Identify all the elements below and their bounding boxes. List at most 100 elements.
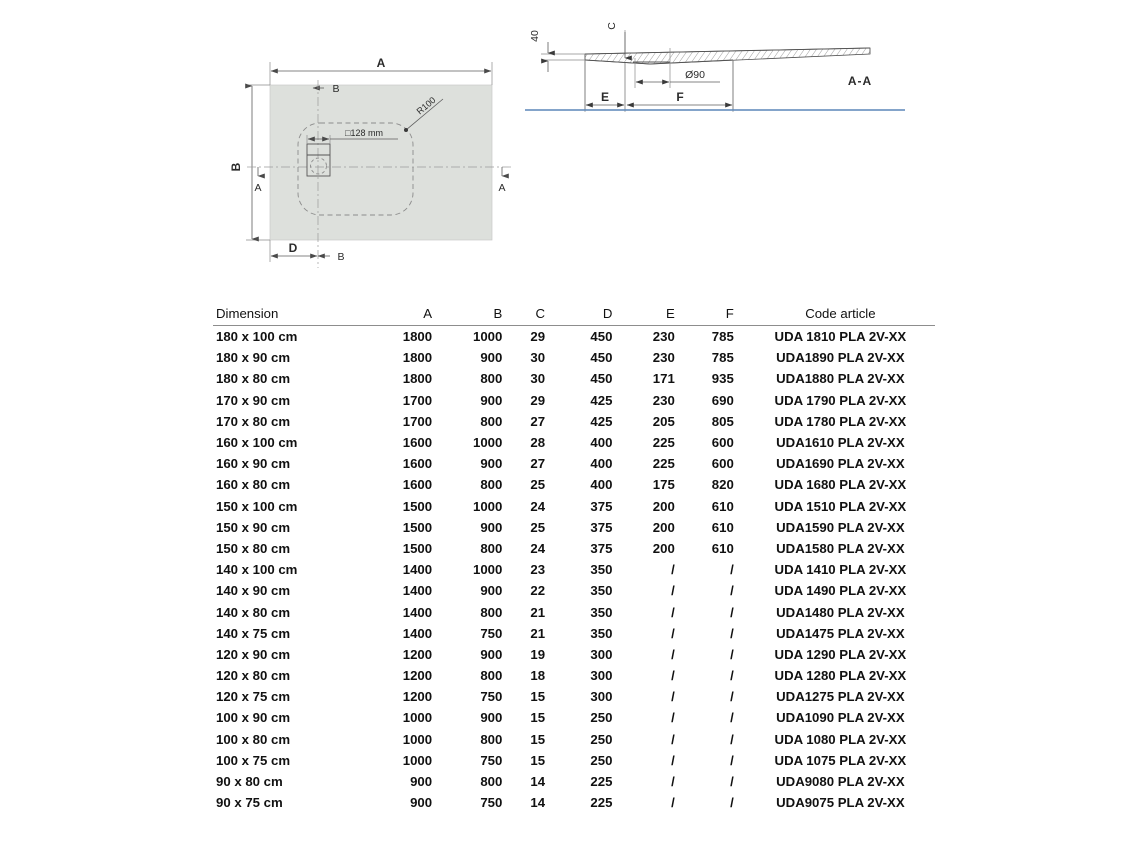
table-row: 140 x 100 cm 1400 1000 23 350 / / UDA 1410 PLA …	[213, 559, 935, 580]
cell-f: /	[730, 689, 734, 705]
table-row: 150 x 90 cm 1500 900 25 375 200 610 UDA1590 PLA…	[213, 517, 935, 538]
cell-dimension: 120 x 90 cm	[216, 646, 291, 662]
cell-c: 15	[530, 752, 546, 768]
cell-a: 1700	[402, 392, 433, 408]
cell-f: /	[730, 625, 734, 641]
label-B-offset-bottom: B	[337, 251, 344, 263]
cell-dimension: 170 x 90 cm	[216, 392, 291, 408]
cell-dimension: 150 x 80 cm	[216, 540, 291, 556]
cell-e: 200	[652, 540, 675, 556]
cell-f: 785	[711, 329, 734, 345]
cell-dimension: 90 x 80 cm	[216, 774, 283, 790]
cell-dimension: 160 x 100 cm	[216, 435, 298, 451]
technical-drawings: A B B A A R100 □128 mm	[0, 0, 1145, 300]
cell-f: /	[730, 604, 734, 620]
cell-dimension: 120 x 80 cm	[216, 668, 291, 684]
cell-a: 1400	[402, 604, 433, 620]
cell-e: /	[671, 625, 675, 641]
specification-table-container: Dimension A B C D E F Code article 180 x…	[213, 306, 935, 813]
cell-c: 14	[530, 795, 546, 811]
label-E-distance: E	[601, 90, 609, 104]
label-B-offset-top: B	[332, 83, 339, 95]
table-row: 120 x 75 cm 1200 750 15 300 / / UDA1275 PLA 2V-…	[213, 686, 935, 707]
cell-b: 900	[480, 583, 503, 599]
cell-f: 690	[711, 392, 734, 408]
cell-c: 14	[530, 774, 546, 790]
cell-code-article: UDA 1080 PLA 2V-XX	[774, 731, 907, 747]
cell-e: 230	[652, 392, 675, 408]
table-row: 160 x 100 cm 1600 1000 28 400 225 600 UDA1610 P…	[213, 432, 935, 453]
cell-f: 600	[711, 435, 734, 451]
cell-d: 300	[590, 668, 613, 684]
cell-b: 1000	[473, 329, 503, 345]
cell-c: 30	[530, 371, 546, 387]
cell-code-article: UDA 1290 PLA 2V-XX	[774, 646, 907, 662]
cell-dimension: 180 x 90 cm	[216, 350, 291, 366]
cell-e: 225	[652, 456, 675, 472]
cell-e: /	[671, 646, 675, 662]
cell-e: /	[671, 752, 675, 768]
cell-b: 800	[480, 604, 503, 620]
cell-a: 1000	[402, 710, 433, 726]
cell-code-article: UDA1480 PLA 2V-XX	[776, 604, 905, 620]
drain-housing	[306, 143, 331, 177]
cell-c: 29	[530, 392, 546, 408]
table-body: 180 x 100 cm 1800 1000 29 450 230 785 UDA 1810 …	[213, 326, 935, 814]
cell-b: 800	[480, 477, 503, 493]
cell-a: 1400	[402, 583, 433, 599]
table-row: 180 x 90 cm 1800 900 30 450 230 785 UDA1890 PLA…	[213, 347, 935, 368]
cell-e: 230	[652, 350, 675, 366]
cell-d: 350	[590, 583, 613, 599]
cell-e: 205	[652, 413, 675, 429]
cell-code-article: UDA 1810 PLA 2V-XX	[774, 329, 907, 345]
col-header-c: C	[502, 306, 546, 326]
cell-f: /	[730, 795, 734, 811]
cell-b: 800	[480, 371, 503, 387]
specification-table: Dimension A B C D E F Code article 180 x…	[213, 306, 935, 813]
table-row: 160 x 90 cm 1600 900 27 400 225 600 UDA1690 PLA…	[213, 453, 935, 474]
cell-f: 610	[711, 519, 734, 535]
cell-b: 800	[480, 774, 503, 790]
cell-a: 1600	[402, 435, 433, 451]
cell-c: 27	[530, 456, 546, 472]
cell-e: 200	[652, 498, 675, 514]
cell-d: 300	[590, 646, 613, 662]
cell-d: 400	[590, 477, 613, 493]
cell-code-article: UDA1880 PLA 2V-XX	[776, 371, 905, 387]
label-drain-diameter-90: Ø90	[685, 69, 705, 81]
cell-c: 25	[530, 519, 546, 535]
cell-b: 1000	[473, 562, 503, 578]
cell-b: 800	[480, 540, 503, 556]
cell-a: 1000	[402, 731, 433, 747]
cell-dimension: 100 x 75 cm	[216, 752, 291, 768]
cell-b: 900	[480, 392, 503, 408]
cell-dimension: 160 x 80 cm	[216, 477, 291, 493]
cell-code-article: UDA9080 PLA 2V-XX	[776, 774, 905, 790]
cell-b: 750	[480, 625, 503, 641]
label-A-width: A	[377, 56, 386, 70]
cell-d: 425	[590, 392, 613, 408]
cell-code-article: UDA1475 PLA 2V-XX	[776, 625, 905, 641]
cell-f: 610	[711, 498, 734, 514]
cell-dimension: 140 x 100 cm	[216, 562, 298, 578]
cell-code-article: UDA 1490 PLA 2V-XX	[774, 583, 907, 599]
cell-c: 21	[530, 604, 546, 620]
cell-f: 820	[711, 477, 734, 493]
cell-c: 23	[530, 562, 546, 578]
cell-dimension: 150 x 90 cm	[216, 519, 291, 535]
cell-dimension: 140 x 80 cm	[216, 604, 291, 620]
cell-d: 400	[590, 456, 613, 472]
cell-c: 24	[530, 498, 546, 514]
section-view-drawing: 40 C Ø90 E F A-A	[525, 22, 905, 112]
cell-c: 15	[530, 710, 546, 726]
cell-code-article: UDA 1510 PLA 2V-XX	[774, 498, 907, 514]
section-mark-left-A: A	[254, 182, 261, 194]
cell-d: 350	[590, 562, 613, 578]
col-header-dimension: Dimension	[213, 306, 356, 326]
cell-code-article: UDA 1680 PLA 2V-XX	[774, 477, 907, 493]
cell-f: 935	[711, 371, 734, 387]
cell-d: 350	[590, 604, 613, 620]
cell-a: 1200	[402, 668, 433, 684]
cell-d: 450	[590, 350, 613, 366]
cell-a: 900	[410, 795, 433, 811]
